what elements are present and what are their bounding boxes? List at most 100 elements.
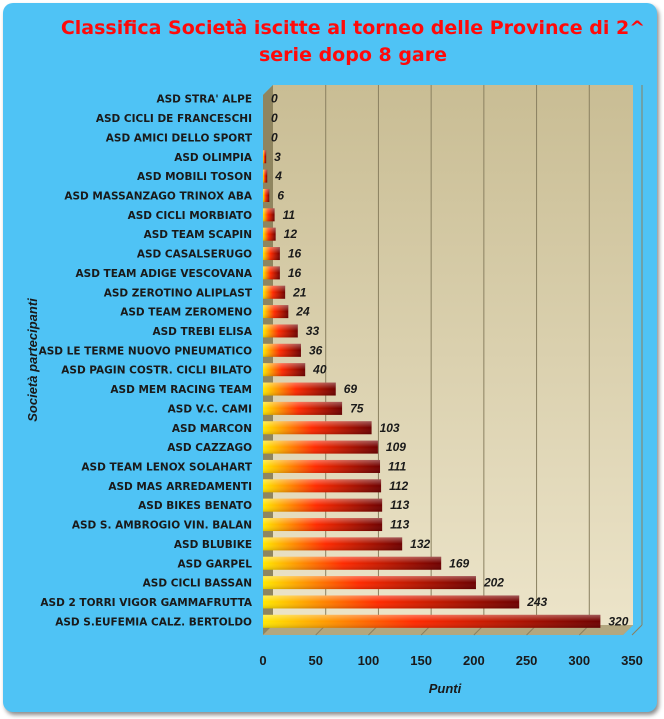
category-label: ASD V.C. CAMI bbox=[168, 403, 252, 415]
y-axis-title: Società partecipanti bbox=[25, 298, 40, 422]
value-label: 111 bbox=[388, 459, 407, 473]
bar-shine bbox=[263, 556, 442, 570]
value-label: 243 bbox=[526, 595, 547, 609]
category-label: ASD MOBILI TOSON bbox=[137, 171, 252, 183]
category-label: ASD TREBI ELISA bbox=[152, 326, 252, 338]
x-tick-label: 200 bbox=[463, 653, 485, 668]
category-labels: ASD STRA' ALPE ASD CICLI DE FRANCESCHI ASD… bbox=[39, 94, 253, 629]
x-tick-labels: 0 50 100 150 200 250 300 350 bbox=[259, 653, 642, 668]
bar-shine bbox=[263, 498, 383, 512]
x-tick-label: 350 bbox=[621, 653, 643, 668]
value-labels: 0 0 0 3 4 6 11 12 16 16 21 24 33 36 40 69 75 103 109 111 112… bbox=[271, 92, 629, 629]
bar-shine bbox=[263, 421, 372, 435]
chart-frame: Classifica Società iscitte al torneo del… bbox=[3, 3, 657, 712]
value-label: 16 bbox=[288, 247, 302, 261]
value-label: 36 bbox=[309, 343, 323, 357]
bar-shine bbox=[263, 518, 383, 532]
category-label: ASD CAZZAGO bbox=[167, 442, 252, 454]
category-label: ASD MEM RACING TEAM bbox=[110, 384, 252, 396]
category-label: ASD OLIMPIA bbox=[174, 152, 253, 164]
bar-shine bbox=[263, 188, 270, 202]
value-label: 0 bbox=[271, 111, 278, 125]
bar-shine bbox=[263, 150, 267, 164]
value-label: 0 bbox=[271, 130, 278, 144]
bar-shine bbox=[263, 479, 382, 493]
category-label: ASD BIKES BENATO bbox=[138, 500, 252, 512]
bar-shine bbox=[263, 169, 268, 183]
chart-title-line-1: Classifica Società iscitte al torneo del… bbox=[61, 17, 645, 39]
bar-shine bbox=[263, 227, 276, 241]
category-label: ASD ZEROTINO ALIPLAST bbox=[104, 287, 253, 299]
bar-shine bbox=[263, 363, 306, 377]
bar-shine bbox=[263, 324, 298, 338]
category-label: ASD MASSANZAGO TRINOX ABA bbox=[64, 190, 253, 202]
bar-shine bbox=[263, 343, 301, 357]
plot-side-wall bbox=[263, 85, 273, 635]
bar-shine bbox=[263, 401, 343, 415]
value-label: 169 bbox=[449, 556, 469, 570]
value-label: 69 bbox=[344, 382, 358, 396]
value-label: 3 bbox=[274, 150, 281, 164]
gridline-floor bbox=[631, 624, 643, 636]
value-label: 12 bbox=[284, 227, 298, 241]
category-label: ASD S. AMBROGIO VIN. BALAN bbox=[72, 520, 252, 532]
x-tick-label: 150 bbox=[410, 653, 432, 668]
value-label: 21 bbox=[292, 285, 307, 299]
value-label: 112 bbox=[389, 479, 408, 493]
value-label: 109 bbox=[386, 440, 406, 454]
bar-shine bbox=[263, 537, 403, 551]
category-label: ASD TEAM ADIGE VESCOVANA bbox=[76, 268, 253, 280]
category-label: ASD STRA' ALPE bbox=[156, 94, 252, 106]
category-label: ASD GARPEL bbox=[178, 558, 253, 570]
bar-shine bbox=[263, 614, 601, 628]
bar-shine bbox=[263, 247, 280, 261]
x-tick-label: 300 bbox=[568, 653, 590, 668]
value-label: 40 bbox=[312, 363, 327, 377]
value-label: 16 bbox=[288, 266, 302, 280]
value-label: 320 bbox=[608, 614, 628, 628]
bar-shine bbox=[263, 285, 286, 299]
x-tick-label: 100 bbox=[358, 653, 380, 668]
bar-chart: Classifica Società iscitte al torneo del… bbox=[25, 17, 645, 696]
bars bbox=[263, 150, 601, 628]
bar-shine bbox=[263, 305, 289, 319]
x-tick-label: 0 bbox=[259, 653, 266, 668]
value-label: 132 bbox=[410, 537, 430, 551]
value-label: 24 bbox=[295, 305, 310, 319]
category-label: ASD MAS ARREDAMENTI bbox=[108, 481, 252, 493]
value-label: 0 bbox=[271, 92, 278, 106]
chart-title-line-2: serie dopo 8 gare bbox=[259, 44, 447, 66]
category-label: ASD LE TERME NUOVO PNEUMATICO bbox=[39, 345, 252, 357]
value-label: 6 bbox=[277, 188, 284, 202]
category-label: ASD TEAM SCAPIN bbox=[144, 229, 252, 241]
category-label: ASD CICLI DE FRANCESCHI bbox=[96, 113, 252, 125]
bar-shine bbox=[263, 440, 378, 454]
value-label: 202 bbox=[483, 576, 504, 590]
value-label: 4 bbox=[274, 169, 282, 183]
category-label: ASD CICLI BASSAN bbox=[143, 578, 252, 590]
value-label: 103 bbox=[380, 421, 400, 435]
category-label: ASD PAGIN COSTR. CICLI BILATO bbox=[61, 365, 252, 377]
category-label: ASD CICLI MORBIATO bbox=[128, 210, 252, 222]
bar-shine bbox=[263, 208, 275, 222]
category-label: ASD S.EUFEMIA CALZ. BERTOLDO bbox=[55, 616, 252, 628]
category-label: ASD TEAM ZEROMENO bbox=[120, 307, 252, 319]
x-tick-label: 250 bbox=[516, 653, 538, 668]
category-label: ASD TEAM LENOX SOLAHART bbox=[81, 461, 252, 473]
plot-area bbox=[273, 85, 633, 625]
x-axis-title: Punti bbox=[429, 681, 462, 696]
value-label: 33 bbox=[306, 324, 320, 338]
bar-shine bbox=[263, 576, 476, 590]
value-label: 113 bbox=[390, 518, 409, 532]
category-label: ASD BLUBIKE bbox=[174, 539, 252, 551]
category-label: ASD 2 TORRI VIGOR GAMMAFRUTTA bbox=[40, 597, 252, 609]
bar-shine bbox=[263, 382, 336, 396]
value-label: 113 bbox=[390, 498, 409, 512]
value-label: 75 bbox=[350, 401, 364, 415]
value-label: 11 bbox=[283, 208, 296, 222]
category-label: ASD MARCON bbox=[172, 423, 252, 435]
gridlines bbox=[315, 85, 643, 636]
category-label: ASD CASALSERUGO bbox=[137, 249, 252, 261]
bar-shine bbox=[263, 459, 381, 473]
bar-shine bbox=[263, 266, 280, 280]
